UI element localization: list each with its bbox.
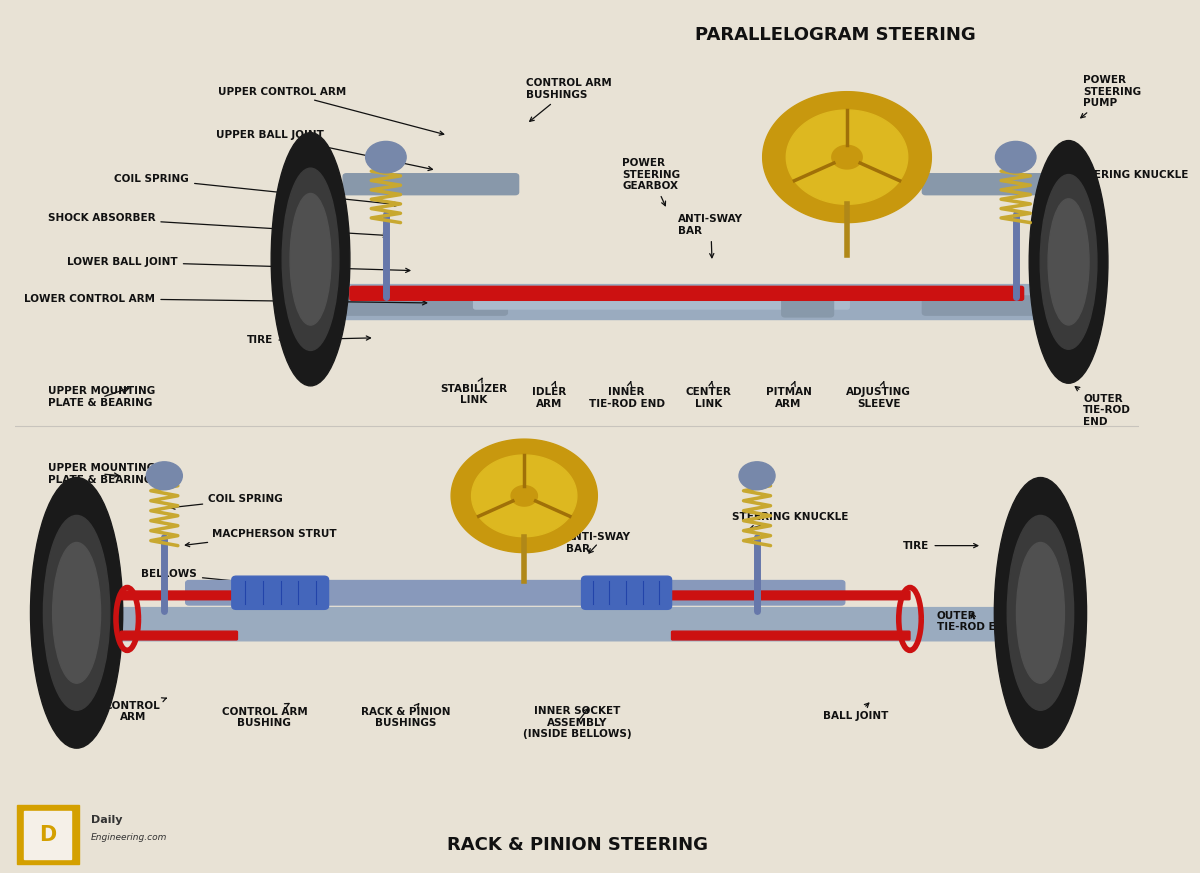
Circle shape: [366, 141, 406, 173]
Text: UPPER MOUNTING
PLATE & BEARING: UPPER MOUNTING PLATE & BEARING: [48, 387, 156, 408]
Text: ANTI-SWAY
BAR: ANTI-SWAY BAR: [678, 215, 743, 258]
FancyBboxPatch shape: [781, 287, 834, 317]
Text: RACK & PINION
BUSHINGS: RACK & PINION BUSHINGS: [361, 704, 451, 728]
Ellipse shape: [1007, 515, 1074, 711]
Text: IDLER
ARM: IDLER ARM: [532, 382, 566, 409]
Text: Daily: Daily: [91, 815, 122, 825]
FancyBboxPatch shape: [343, 174, 518, 195]
Text: LOWER CONTROL ARM: LOWER CONTROL ARM: [24, 293, 427, 305]
FancyBboxPatch shape: [672, 591, 910, 600]
Text: COIL SPRING: COIL SPRING: [114, 174, 398, 206]
Text: BALL JOINT: BALL JOINT: [823, 703, 889, 721]
Circle shape: [146, 462, 182, 490]
FancyBboxPatch shape: [582, 576, 672, 609]
FancyBboxPatch shape: [24, 811, 71, 859]
Polygon shape: [472, 455, 577, 537]
Polygon shape: [511, 485, 538, 506]
FancyBboxPatch shape: [474, 297, 850, 309]
Text: INNER SOCKET
ASSEMBLY
(INSIDE BELLOWS): INNER SOCKET ASSEMBLY (INSIDE BELLOWS): [523, 706, 631, 739]
Text: RACK & PINION UNIT: RACK & PINION UNIT: [320, 588, 442, 599]
Text: PARALLELOGRAM STEERING: PARALLELOGRAM STEERING: [695, 26, 976, 45]
Ellipse shape: [271, 133, 350, 386]
Ellipse shape: [290, 194, 331, 325]
Text: CONTROL ARM
BUSHINGS: CONTROL ARM BUSHINGS: [527, 79, 612, 121]
Text: OUTER
TIE-ROD END: OUTER TIE-ROD END: [937, 611, 1013, 632]
Ellipse shape: [1030, 141, 1108, 383]
Ellipse shape: [1016, 542, 1064, 684]
Text: BELLOWS: BELLOWS: [142, 569, 252, 584]
Text: LOWER BALL JOINT: LOWER BALL JOINT: [67, 257, 410, 272]
FancyBboxPatch shape: [672, 631, 910, 640]
Text: D: D: [38, 825, 56, 844]
Text: RACK & PINION STEERING: RACK & PINION STEERING: [446, 835, 708, 854]
FancyBboxPatch shape: [118, 608, 1026, 641]
Text: SHOCK ABSORBER: SHOCK ABSORBER: [48, 213, 388, 237]
Text: CENTER
LINK: CENTER LINK: [685, 382, 732, 409]
FancyBboxPatch shape: [343, 296, 508, 315]
FancyBboxPatch shape: [232, 576, 329, 609]
FancyBboxPatch shape: [120, 631, 238, 640]
Text: STEERING KNUCKLE: STEERING KNUCKLE: [1072, 169, 1188, 189]
Ellipse shape: [53, 542, 101, 684]
Text: STABILIZER
LINK: STABILIZER LINK: [440, 378, 508, 405]
Text: OUTER
TIE-ROD
END: OUTER TIE-ROD END: [1075, 387, 1132, 427]
Text: CONTROL
ARM: CONTROL ARM: [104, 698, 167, 722]
Text: INNER
TIE-ROD END: INNER TIE-ROD END: [588, 382, 665, 409]
Text: TIRE: TIRE: [904, 540, 978, 551]
Ellipse shape: [995, 478, 1086, 748]
FancyBboxPatch shape: [120, 591, 238, 600]
Polygon shape: [763, 92, 931, 223]
Ellipse shape: [30, 478, 122, 748]
FancyBboxPatch shape: [923, 296, 1052, 315]
Text: COIL SPRING: COIL SPRING: [170, 494, 283, 509]
Text: ADJUSTING
SLEEVE: ADJUSTING SLEEVE: [846, 382, 911, 409]
Text: POWER
STEERING
PUMP: POWER STEERING PUMP: [1081, 75, 1141, 118]
Ellipse shape: [1040, 175, 1097, 349]
FancyBboxPatch shape: [923, 174, 1052, 195]
Text: CONTROL ARM
BUSHING: CONTROL ARM BUSHING: [222, 704, 307, 728]
FancyBboxPatch shape: [17, 805, 79, 864]
Text: PITMAN
ARM: PITMAN ARM: [766, 382, 811, 409]
Circle shape: [739, 462, 775, 490]
Text: POWER
STEERING
GEARBOX: POWER STEERING GEARBOX: [622, 158, 680, 206]
Text: TIRE: TIRE: [247, 335, 371, 346]
FancyBboxPatch shape: [331, 285, 1037, 320]
Text: UPPER CONTROL ARM: UPPER CONTROL ARM: [218, 86, 444, 135]
Polygon shape: [451, 439, 598, 553]
Text: STEERING KNUCKLE: STEERING KNUCKLE: [732, 512, 848, 530]
Polygon shape: [786, 110, 907, 204]
FancyBboxPatch shape: [186, 581, 845, 605]
Text: UPPER BALL JOINT: UPPER BALL JOINT: [216, 130, 432, 170]
Text: MACPHERSON STRUT: MACPHERSON STRUT: [185, 529, 336, 546]
Text: Engineering.com: Engineering.com: [91, 834, 168, 842]
Ellipse shape: [43, 515, 110, 711]
FancyBboxPatch shape: [350, 286, 1024, 300]
Circle shape: [996, 141, 1036, 173]
Polygon shape: [832, 146, 862, 168]
Ellipse shape: [1048, 199, 1090, 325]
Text: ANTI-SWAY
BAR: ANTI-SWAY BAR: [566, 533, 631, 553]
Ellipse shape: [282, 168, 338, 350]
Text: UPPER MOUNTING
PLATE & BEARING: UPPER MOUNTING PLATE & BEARING: [48, 464, 156, 485]
